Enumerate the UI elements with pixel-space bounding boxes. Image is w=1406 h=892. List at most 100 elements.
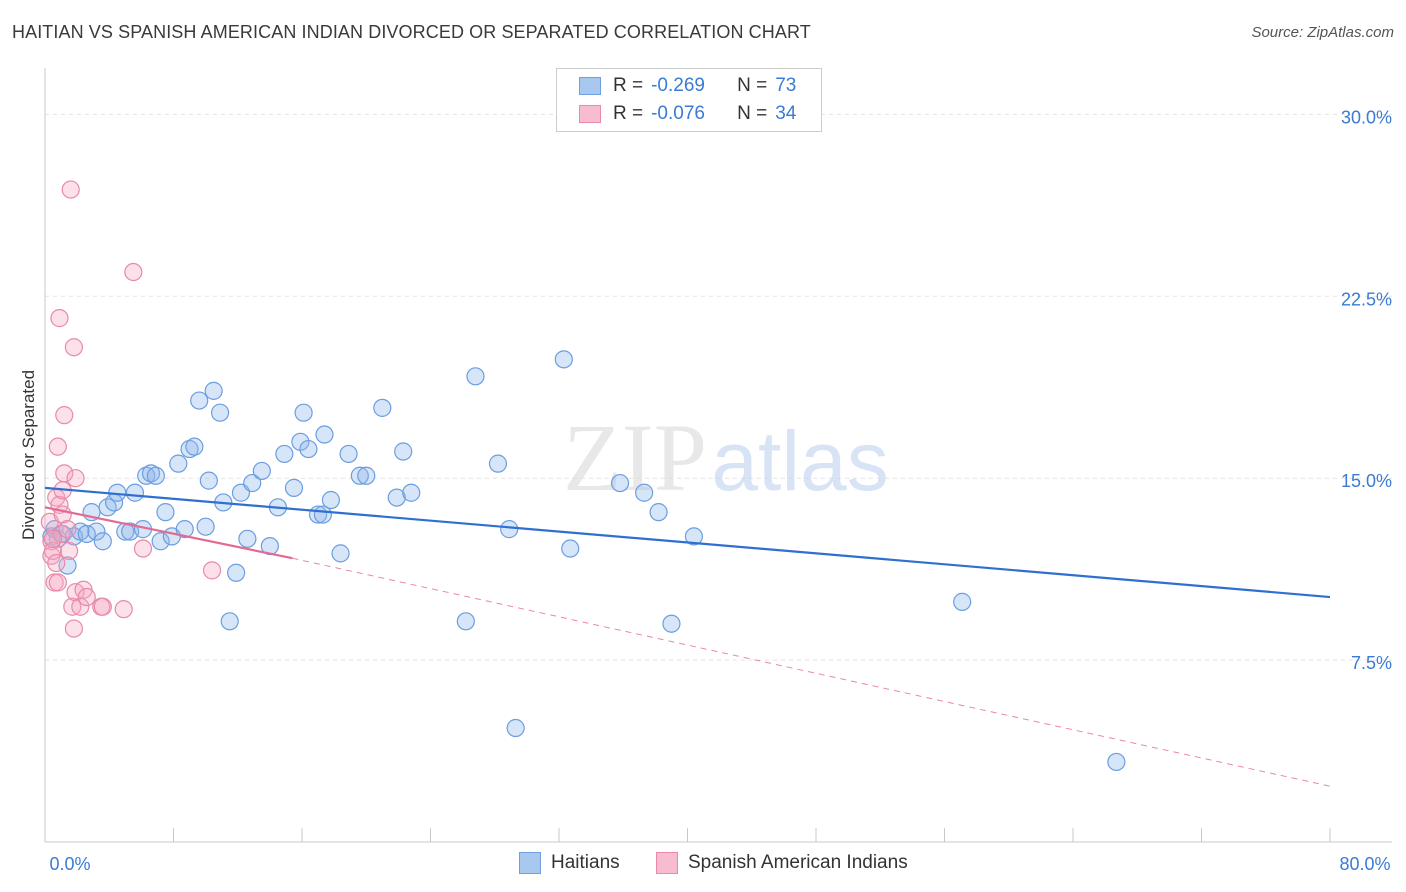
source-note: Source: ZipAtlas.com	[1251, 24, 1394, 41]
spanish-american-indian-point	[64, 338, 84, 357]
haitian-point	[315, 425, 334, 444]
haitian-point	[141, 464, 161, 483]
spanish-american-indian-point	[55, 406, 74, 425]
spanish-american-indian-point	[47, 553, 66, 573]
haitian-point	[243, 473, 262, 493]
y-tick-label: 22.5%	[1341, 289, 1392, 309]
haitian-point	[350, 466, 369, 485]
spanish-american-indian-point	[64, 619, 84, 638]
spanish-american-indians-trend-line	[44, 506, 293, 560]
legend-swatch-blue	[519, 852, 541, 874]
haitian-point	[554, 350, 573, 369]
haitian-point	[313, 505, 332, 524]
haitian-point	[488, 454, 508, 473]
haitians-trend-line	[44, 486, 1331, 599]
legend-item-spanish-american-indians[interactable]: Spanish American Indians	[656, 852, 908, 874]
haitian-point	[220, 612, 239, 631]
spanish-american-indian-point	[202, 561, 222, 580]
haitian-point	[151, 532, 170, 551]
spanish-american-indian-point	[59, 541, 79, 561]
legend-swatch-pink	[579, 105, 601, 123]
haitian-point	[684, 527, 704, 546]
y-axis-label: Divorced or Separated	[19, 370, 38, 540]
haitian-point	[58, 556, 77, 575]
haitian-point	[175, 520, 194, 539]
haitian-point	[506, 718, 525, 738]
y-tick-label: 30.0%	[1341, 107, 1392, 127]
legend-row-spanish-american-indians: R = -0.076 N = 34	[579, 101, 796, 127]
haitian-point	[252, 461, 271, 481]
legend-label: Haitians	[551, 852, 620, 873]
haitian-point	[387, 488, 406, 507]
series-legend: Haitians Spanish American Indians	[0, 852, 1406, 878]
spanish-american-indian-point	[48, 573, 67, 592]
haitian-point	[294, 403, 313, 422]
spanish-american-indian-point	[66, 469, 85, 488]
watermark-zip: ZIP	[563, 404, 707, 511]
haitian-point	[466, 367, 485, 386]
spanish-american-indian-point	[50, 309, 69, 328]
haitian-point	[1107, 752, 1126, 772]
haitian-point	[185, 437, 204, 456]
n-value: 34	[775, 103, 797, 124]
points-layer	[40, 180, 1126, 772]
haitian-point	[635, 483, 654, 502]
haitian-point	[238, 529, 257, 548]
haitian-point	[169, 454, 188, 473]
haitian-point	[146, 466, 165, 485]
legend-swatch-pink	[656, 852, 678, 874]
x-tick-label: 80.0%	[1339, 854, 1390, 874]
spanish-american-indian-point	[93, 597, 112, 616]
haitian-point	[331, 544, 350, 563]
correlation-legend: R = -0.269 N = 73 R = -0.076 N = 34	[556, 68, 822, 132]
haitian-point	[500, 520, 519, 539]
r-label: R =	[613, 103, 644, 124]
r-value: -0.269	[651, 75, 705, 96]
spanish-american-indian-point	[61, 180, 80, 199]
haitian-point	[156, 503, 175, 522]
haitian-point	[610, 473, 630, 493]
chart-title: HAITIAN VS SPANISH AMERICAN INDIAN DIVOR…	[12, 22, 811, 42]
spanish-american-indian-point	[43, 529, 63, 548]
haitian-point	[284, 478, 304, 497]
haitian-point	[394, 442, 413, 461]
x-tick-label: 0.0%	[49, 854, 90, 874]
haitian-point	[227, 563, 246, 582]
haitian-point	[357, 466, 376, 485]
haitian-point	[299, 439, 318, 459]
legend-swatch-blue	[579, 77, 601, 95]
haitian-point	[199, 471, 218, 490]
y-tick-label: 15.0%	[1341, 471, 1392, 491]
haitian-point	[662, 614, 681, 633]
r-label: R =	[613, 75, 644, 96]
spanish-american-indian-point	[48, 437, 67, 456]
spanish-american-indian-point	[77, 587, 96, 607]
grid-layer	[45, 113, 1392, 661]
spanish-american-indians-trend-extension	[292, 557, 1331, 787]
haitian-point	[125, 483, 145, 502]
haitian-point	[210, 403, 230, 422]
spanish-american-indian-point	[124, 262, 143, 282]
watermark: ZIP atlas	[563, 404, 889, 511]
spanish-american-indian-point	[133, 539, 153, 558]
haitian-point	[190, 391, 209, 410]
n-label: N =	[737, 75, 768, 96]
haitian-point	[87, 522, 106, 541]
haitian-point	[93, 532, 112, 551]
r-value: -0.076	[651, 103, 705, 124]
spanish-american-indian-point	[114, 600, 133, 619]
haitian-point	[137, 466, 156, 485]
legend-label: Spanish American Indians	[688, 852, 908, 873]
spanish-american-indian-point	[55, 464, 74, 483]
axis-layer: 7.5% 15.0% 22.5% 30.0% 0.0% 80.0%	[44, 68, 1392, 874]
haitian-point	[180, 439, 199, 459]
trend-layer	[44, 486, 1331, 787]
haitian-point	[561, 539, 580, 558]
haitian-point	[339, 444, 358, 464]
watermark-atlas: atlas	[711, 414, 888, 508]
haitian-point	[204, 381, 223, 400]
haitian-point	[321, 490, 341, 510]
legend-item-haitians[interactable]: Haitians	[519, 852, 620, 874]
haitian-point	[456, 612, 475, 631]
